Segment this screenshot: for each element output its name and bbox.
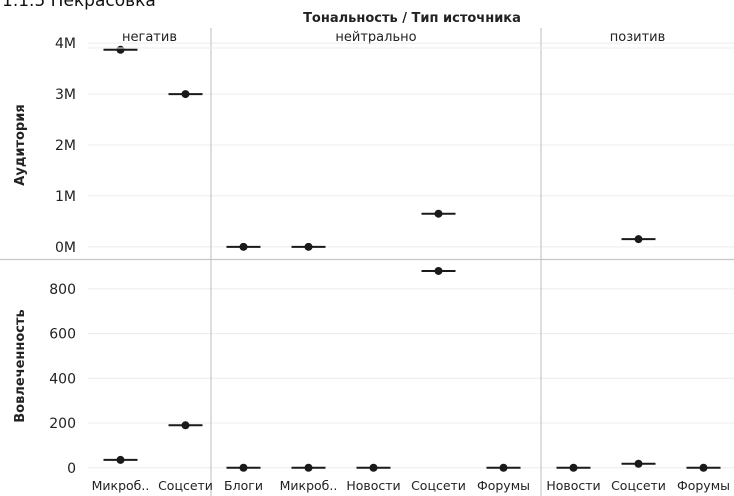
data-point xyxy=(304,463,313,472)
data-point xyxy=(699,463,708,472)
data-point xyxy=(116,455,125,464)
y-tick-label: 600 xyxy=(49,327,76,343)
x-category-label: Соцсети xyxy=(611,478,666,493)
data-point xyxy=(434,209,443,218)
data-point xyxy=(634,459,643,468)
data-point xyxy=(304,242,313,251)
data-point xyxy=(239,463,248,472)
y-tick-label: 0 xyxy=(67,461,76,477)
column-header-1: нейтрально xyxy=(335,30,416,45)
data-point xyxy=(569,463,578,472)
y-tick-label: 1M xyxy=(55,189,76,205)
y-tick-label: 200 xyxy=(49,416,76,432)
y-tick-label: 0M xyxy=(55,240,76,256)
column-header-0: негатив xyxy=(122,30,177,45)
chart-title: Тональность / Тип источника xyxy=(303,11,521,26)
data-point xyxy=(181,90,190,99)
x-category-label: Новости xyxy=(346,478,400,493)
y-tick-label: 2M xyxy=(55,138,76,154)
y-tick-label: 400 xyxy=(49,371,76,387)
x-category-label: Микроб.. xyxy=(280,478,338,493)
y-tick-label: 4M xyxy=(55,36,76,52)
data-point xyxy=(239,242,248,251)
x-category-label: Новости xyxy=(546,478,600,493)
data-point xyxy=(116,45,125,54)
row-axis-label: Аудитория xyxy=(13,104,28,185)
y-tick-label: 800 xyxy=(49,282,76,298)
x-category-label: Форумы xyxy=(677,478,730,493)
data-point xyxy=(634,235,643,244)
y-tick-label: 3M xyxy=(55,87,76,103)
data-point xyxy=(369,463,378,472)
row-axis-label: Вовлеченность xyxy=(13,309,28,423)
data-point xyxy=(499,463,508,472)
page-title: 1.1.5 Некрасовка xyxy=(2,0,156,11)
column-header-2: позитив xyxy=(610,30,666,45)
x-category-label: Соцсети xyxy=(411,478,466,493)
data-point xyxy=(181,421,190,430)
x-category-label: Форумы xyxy=(477,478,530,493)
data-point xyxy=(434,266,443,275)
x-category-label: Соцсети xyxy=(158,478,213,493)
x-category-label: Микроб.. xyxy=(92,478,150,493)
x-category-label: Блоги xyxy=(224,478,263,493)
